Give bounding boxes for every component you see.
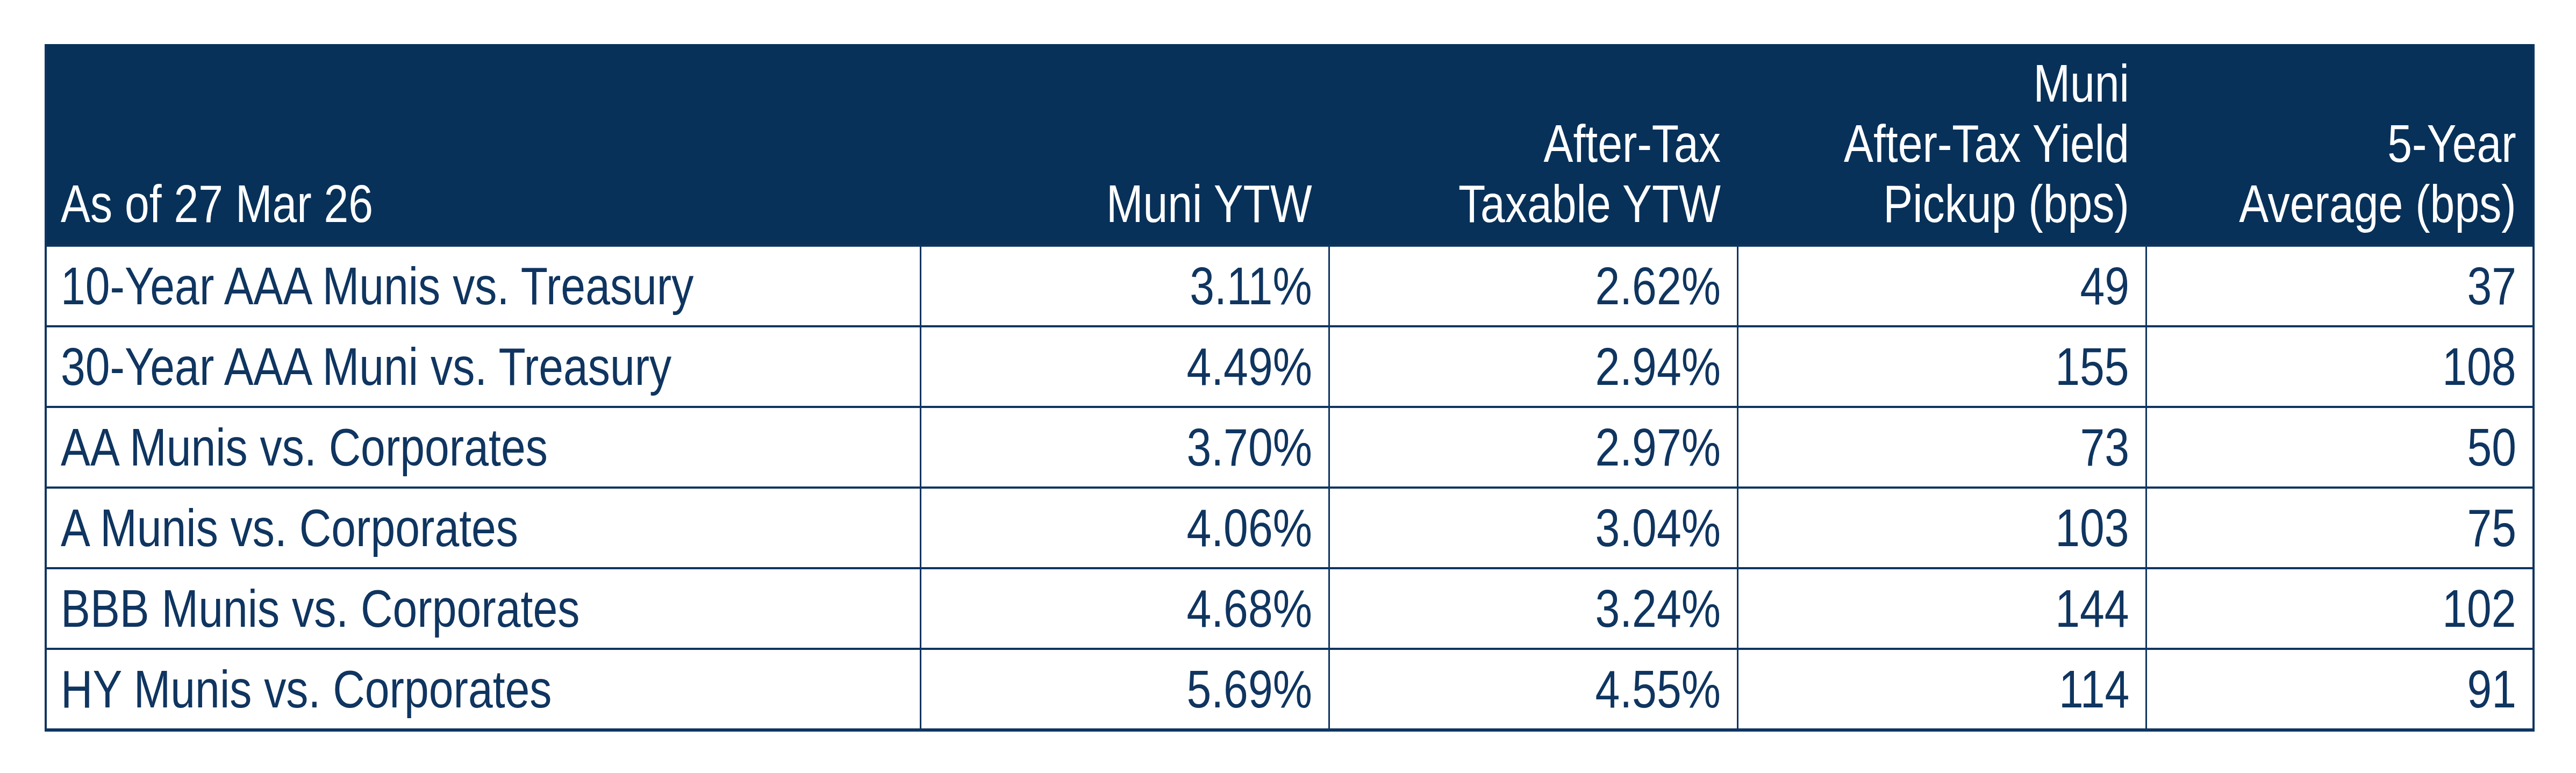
header-label-after-tax-ytw: After-Tax Taxable YTW [1458,113,1721,234]
avg-5yr-cell: 102 [2145,569,2532,648]
table-header-row: As of 27 Mar 26 Muni YTW After-Tax Taxab… [47,44,2532,245]
muni-ytw-cell: 5.69% [920,650,1328,728]
pickup-bps-cell: 49 [1737,247,2145,325]
header-cell-5yr-average: 5-Year Average (bps) [2145,44,2532,245]
header-cell-muni-ytw: Muni YTW [920,44,1328,245]
avg-5yr-value: 91 [2467,659,2516,720]
pickup-bps-value: 155 [2056,337,2129,397]
row-label: 30-Year AAA Muni vs. Treasury [61,337,671,397]
row-label: 10-Year AAA Munis vs. Treasury [61,256,693,317]
header-cell-pickup-bps: Muni After-Tax Yield Pickup (bps) [1737,44,2145,245]
row-label-cell: HY Munis vs. Corporates [47,650,920,728]
row-label: A Munis vs. Corporates [61,498,518,559]
row-label: AA Munis vs. Corporates [61,417,548,478]
after-tax-ytw-cell: 4.55% [1328,650,1737,728]
header-label-as-of: As of 27 Mar 26 [61,174,373,234]
table-row: HY Munis vs. Corporates 5.69% 4.55% 114 … [47,648,2532,728]
row-label-cell: BBB Munis vs. Corporates [47,569,920,648]
row-label-cell: 30-Year AAA Muni vs. Treasury [47,327,920,406]
avg-5yr-cell: 91 [2145,650,2532,728]
header-label-muni-ytw: Muni YTW [1106,174,1312,234]
muni-ytw-cell: 3.70% [920,408,1328,486]
pickup-bps-value: 73 [2080,417,2129,478]
muni-ytw-value: 4.68% [1187,578,1312,639]
after-tax-ytw-value: 4.55% [1595,659,1721,720]
after-tax-ytw-cell: 3.24% [1328,569,1737,648]
pickup-bps-value: 144 [2056,578,2129,639]
avg-5yr-cell: 108 [2145,327,2532,406]
avg-5yr-value: 108 [2443,337,2516,397]
avg-5yr-cell: 37 [2145,247,2532,325]
muni-ytw-cell: 3.11% [920,247,1328,325]
header-cell-as-of: As of 27 Mar 26 [47,44,920,245]
muni-ytw-value: 5.69% [1187,659,1312,720]
row-label-cell: AA Munis vs. Corporates [47,408,920,486]
muni-ytw-cell: 4.49% [920,327,1328,406]
after-tax-ytw-cell: 2.97% [1328,408,1737,486]
table-row: 30-Year AAA Muni vs. Treasury 4.49% 2.94… [47,325,2532,406]
header-label-5yr-average: 5-Year Average (bps) [2239,113,2516,234]
after-tax-ytw-cell: 2.94% [1328,327,1737,406]
avg-5yr-value: 75 [2467,498,2516,559]
table-row: A Munis vs. Corporates 4.06% 3.04% 103 7… [47,486,2532,567]
pickup-bps-cell: 144 [1737,569,2145,648]
pickup-bps-cell: 114 [1737,650,2145,728]
avg-5yr-value: 37 [2467,256,2516,317]
avg-5yr-value: 102 [2443,578,2516,639]
avg-5yr-value: 50 [2467,417,2516,478]
pickup-bps-value: 103 [2056,498,2129,559]
row-label-cell: 10-Year AAA Munis vs. Treasury [47,247,920,325]
avg-5yr-cell: 50 [2145,408,2532,486]
pickup-bps-cell: 103 [1737,489,2145,567]
muni-ytw-cell: 4.68% [920,569,1328,648]
pickup-bps-cell: 73 [1737,408,2145,486]
table-row: AA Munis vs. Corporates 3.70% 2.97% 73 5… [47,406,2532,486]
pickup-bps-value: 49 [2080,256,2129,317]
after-tax-ytw-value: 2.94% [1595,337,1721,397]
after-tax-ytw-cell: 2.62% [1328,247,1737,325]
row-label: BBB Munis vs. Corporates [61,578,579,639]
header-cell-after-tax-ytw: After-Tax Taxable YTW [1328,44,1737,245]
after-tax-ytw-value: 3.04% [1595,498,1721,559]
pickup-bps-cell: 155 [1737,327,2145,406]
muni-ytw-value: 4.49% [1187,337,1312,397]
muni-ytw-value: 3.70% [1187,417,1312,478]
muni-ytw-cell: 4.06% [920,489,1328,567]
row-label: HY Munis vs. Corporates [61,659,552,720]
pickup-bps-value: 114 [2059,659,2129,720]
muni-ytw-value: 4.06% [1187,498,1312,559]
table-row: BBB Munis vs. Corporates 4.68% 3.24% 144… [47,567,2532,648]
after-tax-ytw-value: 3.24% [1595,578,1721,639]
after-tax-ytw-cell: 3.04% [1328,489,1737,567]
after-tax-ytw-value: 2.97% [1595,417,1721,478]
avg-5yr-cell: 75 [2145,489,2532,567]
header-label-pickup-bps: Muni After-Tax Yield Pickup (bps) [1844,53,2129,234]
muni-ytw-value: 3.11% [1190,256,1312,317]
row-label-cell: A Munis vs. Corporates [47,489,920,567]
after-tax-ytw-value: 2.62% [1595,256,1721,317]
table-row: 10-Year AAA Munis vs. Treasury 3.11% 2.6… [47,245,2532,325]
muni-yield-comparison-table: As of 27 Mar 26 Muni YTW After-Tax Taxab… [45,44,2535,732]
